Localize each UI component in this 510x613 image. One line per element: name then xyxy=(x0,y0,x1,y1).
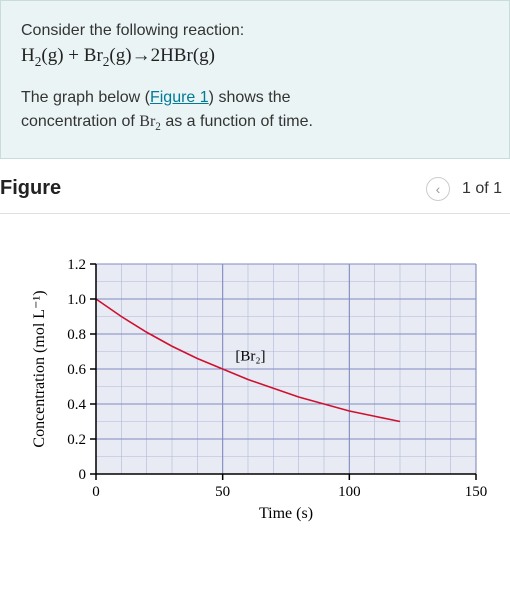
eq-h2: H xyxy=(21,45,35,66)
svg-text:0.8: 0.8 xyxy=(67,327,86,343)
problem-line1: Consider the following reaction: xyxy=(21,19,489,43)
svg-text:1.0: 1.0 xyxy=(67,292,86,308)
problem-panel: Consider the following reaction: H 2 (g) +… xyxy=(0,0,510,159)
svg-text:150: 150 xyxy=(465,484,488,500)
figure-link[interactable]: Figure 1 xyxy=(150,89,209,106)
figure-title: Figure xyxy=(0,177,61,200)
svg-text:Concentration (mol L⁻¹): Concentration (mol L⁻¹) xyxy=(31,290,48,447)
svg-text:0.2: 0.2 xyxy=(67,432,86,448)
svg-text:1.2: 1.2 xyxy=(67,257,86,273)
l3b: as a function of time. xyxy=(161,113,313,130)
svg-text:50: 50 xyxy=(215,484,230,500)
figure-header: Figure ‹ 1 of 1 xyxy=(0,159,510,214)
prev-page-button[interactable]: ‹ xyxy=(426,177,450,201)
chart-container: 0 50 100 150 0 0.2 0.4 0.6 0.8 1.0 1.2 Time (s) Conc… xyxy=(0,244,510,549)
svg-text:0: 0 xyxy=(92,484,100,500)
svg-text:0.4: 0.4 xyxy=(67,397,86,413)
eq-hbr: HBr xyxy=(160,45,193,66)
eq-two: 2 xyxy=(151,45,161,66)
eq-br2: Br xyxy=(84,45,103,66)
svg-text:100: 100 xyxy=(338,484,361,500)
eq-g2: (g) xyxy=(109,45,131,66)
l2a: The graph below ( xyxy=(21,89,150,106)
eq-plus: + xyxy=(64,45,84,66)
l3a: concentration of xyxy=(21,113,139,130)
figure-pagination: ‹ 1 of 1 xyxy=(426,177,502,201)
svg-text:[Br₂]: [Br₂] xyxy=(235,348,265,364)
svg-text:0.6: 0.6 xyxy=(67,362,86,378)
problem-line2: The graph below (Figure 1) shows the xyxy=(21,86,489,110)
svg-text:0: 0 xyxy=(79,467,87,483)
eq-g3: (g) xyxy=(193,45,215,66)
eq-g1: (g) xyxy=(41,45,63,66)
concentration-chart: 0 50 100 150 0 0.2 0.4 0.6 0.8 1.0 1.2 Time (s) Conc… xyxy=(18,254,488,534)
problem-line3: concentration of Br2 as a function of ti… xyxy=(21,110,489,136)
svg-text:Time (s): Time (s) xyxy=(259,505,313,522)
page-indicator: 1 of 1 xyxy=(462,180,502,198)
br2-inline: Br xyxy=(139,113,155,130)
reaction-equation: H2(g) + Br2(g)→2HBr(g) xyxy=(21,45,489,70)
eq-arrow: → xyxy=(132,45,151,66)
l2b: ) shows the xyxy=(209,89,291,106)
